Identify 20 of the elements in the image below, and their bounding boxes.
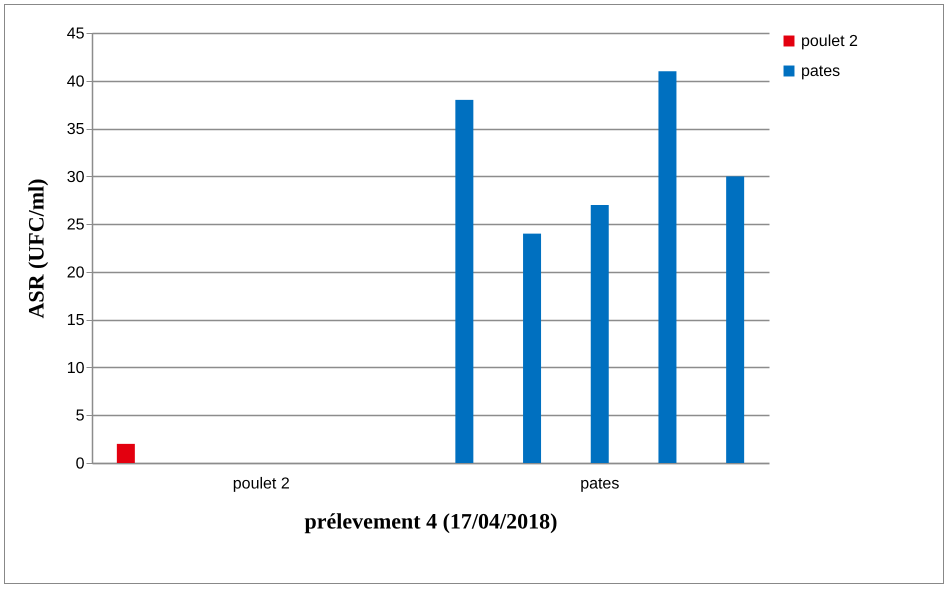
y-tick-label: 45	[66, 26, 85, 42]
y-tick-label: 30	[66, 168, 85, 186]
legend-label: poulet 2	[801, 33, 858, 50]
y-tick-label: 5	[76, 408, 85, 425]
bar	[726, 176, 744, 463]
bar	[523, 234, 542, 463]
bar	[590, 205, 609, 463]
x-axis-title: prélevement 4 (17/04/2018)	[304, 508, 558, 534]
y-tick-label: 40	[66, 73, 85, 90]
bar	[455, 100, 474, 463]
y-tick-label: 25	[66, 216, 85, 234]
bar	[658, 71, 676, 463]
y-tick-label: 35	[66, 121, 85, 138]
legend-label: pates	[801, 63, 840, 80]
bar	[116, 444, 135, 463]
y-tick-label: 10	[66, 360, 85, 377]
y-tick-label: 0	[76, 456, 85, 472]
y-tick-label: 15	[66, 312, 85, 330]
y-axis-title: ASR (UFC/ml)	[24, 178, 49, 318]
y-tick-label: 20	[66, 264, 85, 282]
